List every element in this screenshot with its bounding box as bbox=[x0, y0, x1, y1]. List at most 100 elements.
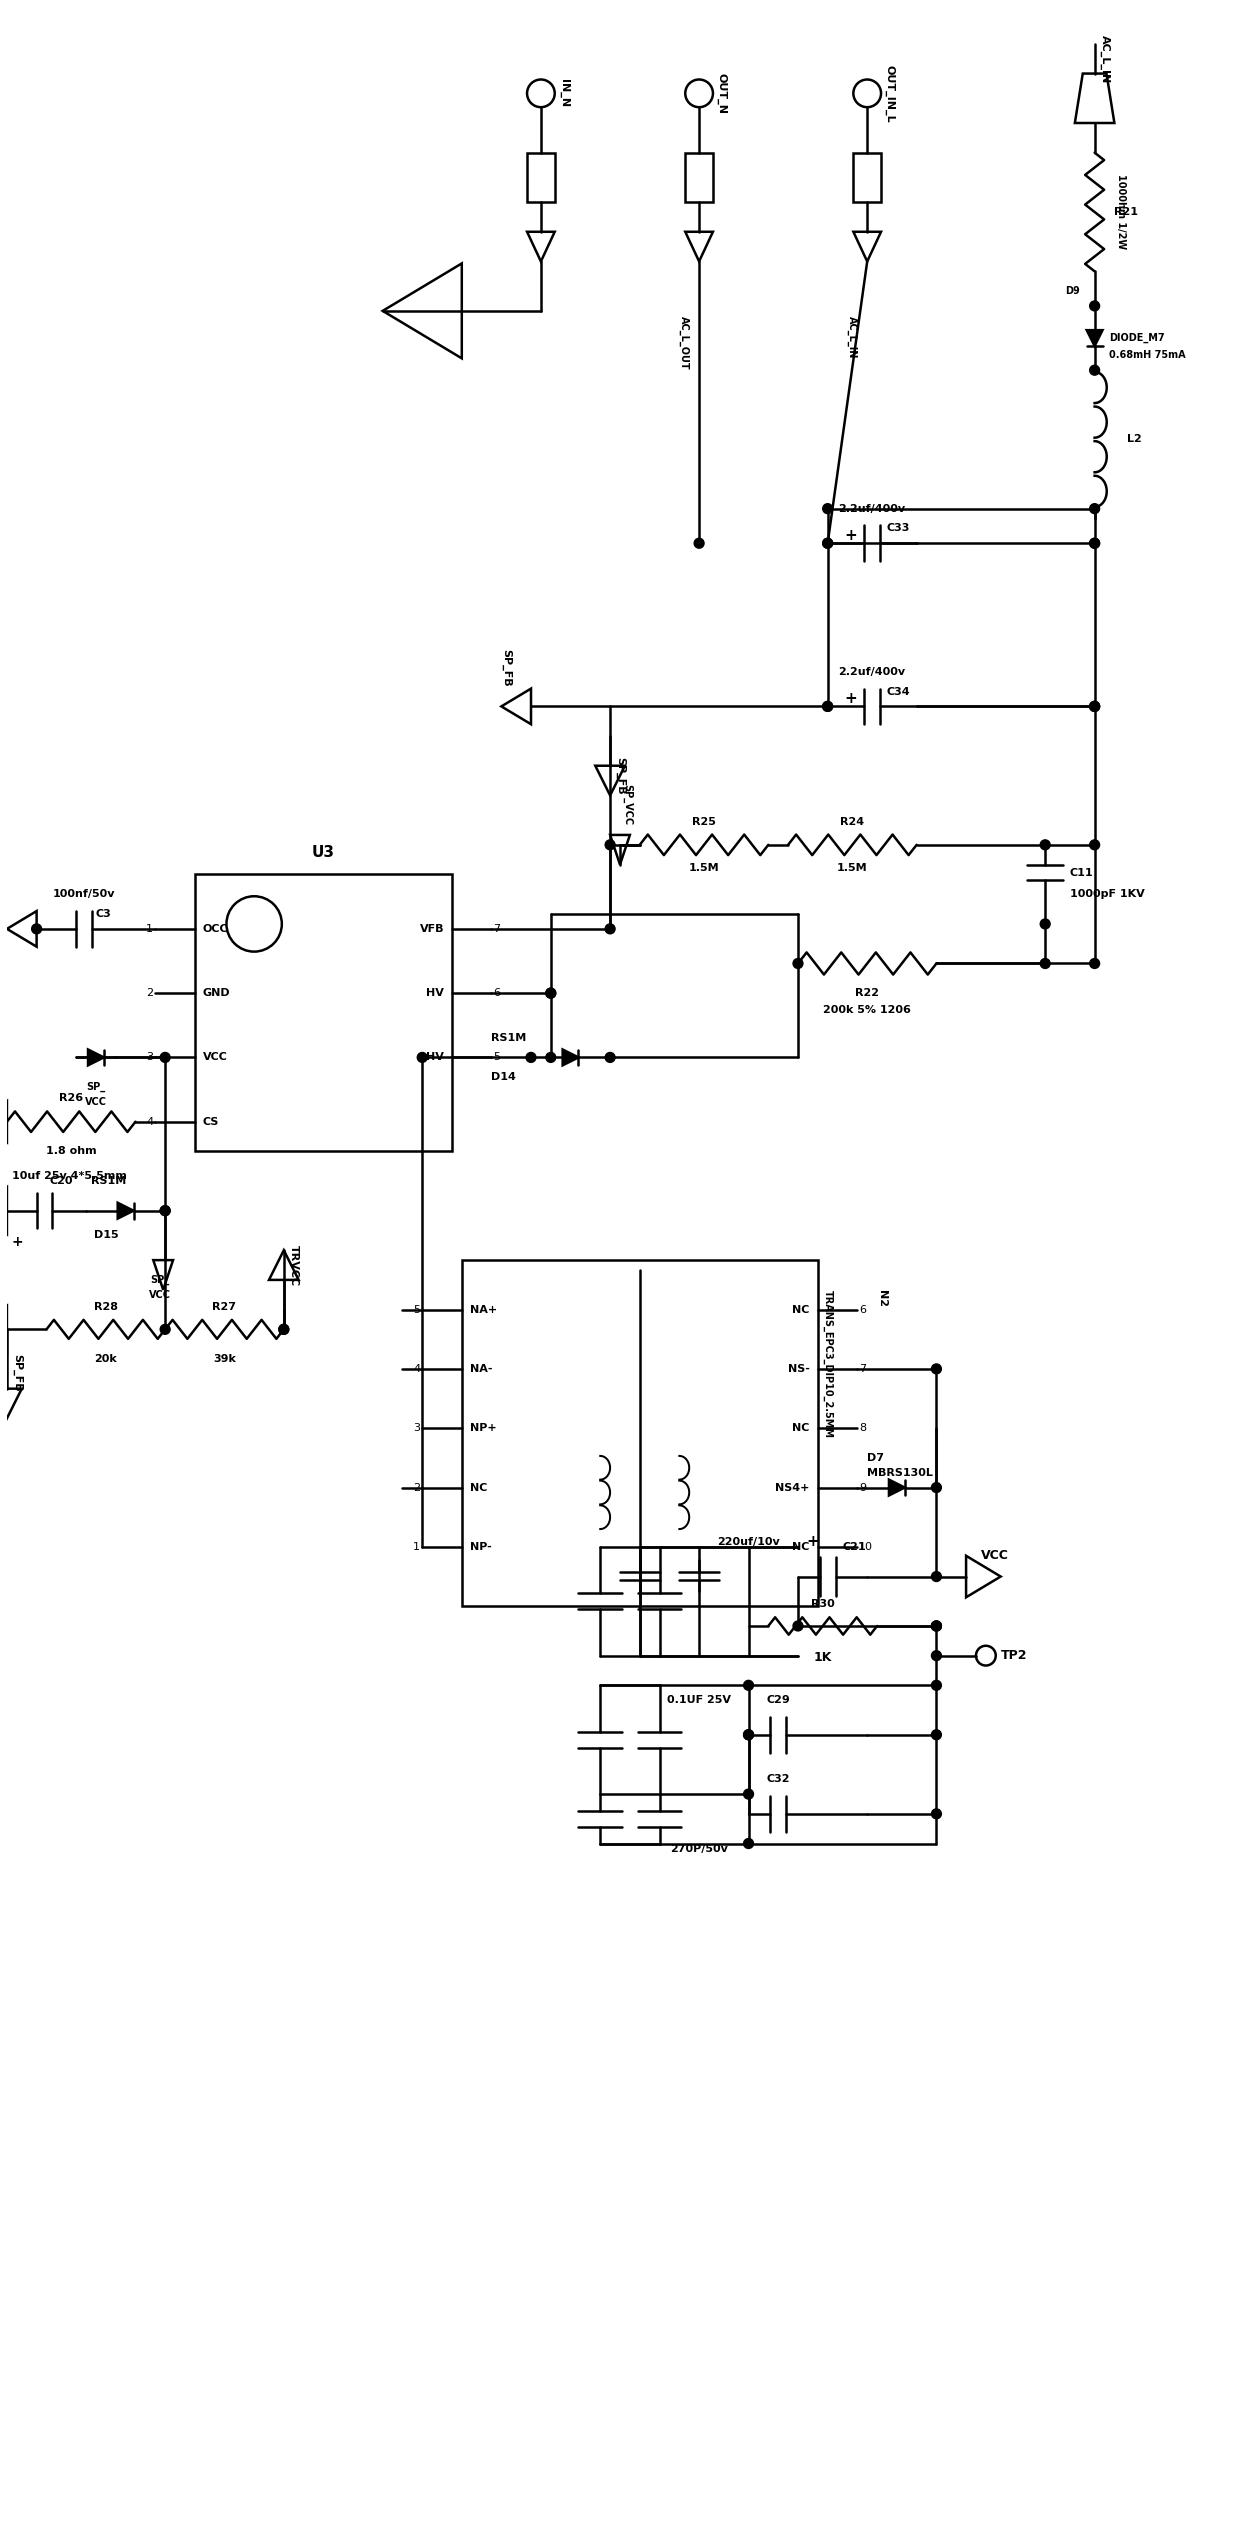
Text: AC_L_IN: AC_L_IN bbox=[1100, 36, 1110, 84]
Polygon shape bbox=[889, 1479, 905, 1495]
Text: NA+: NA+ bbox=[470, 1304, 497, 1314]
Circle shape bbox=[822, 539, 832, 549]
Text: 3: 3 bbox=[413, 1424, 420, 1434]
Text: +: + bbox=[12, 1235, 24, 1251]
Bar bbox=[853, 153, 882, 203]
Text: VCC: VCC bbox=[84, 1098, 107, 1106]
Text: NP+: NP+ bbox=[470, 1424, 496, 1434]
Text: +: + bbox=[844, 691, 857, 707]
Text: 8: 8 bbox=[859, 1424, 867, 1434]
Text: N2: N2 bbox=[877, 1289, 887, 1307]
Polygon shape bbox=[1086, 330, 1102, 346]
Circle shape bbox=[279, 1324, 289, 1335]
Circle shape bbox=[931, 1622, 941, 1632]
Circle shape bbox=[1090, 539, 1100, 549]
Text: C11: C11 bbox=[1070, 867, 1094, 877]
Circle shape bbox=[546, 989, 556, 999]
Text: 0.1UF 25V: 0.1UF 25V bbox=[667, 1696, 732, 1706]
Circle shape bbox=[931, 1622, 941, 1632]
Text: SP_VCC: SP_VCC bbox=[622, 783, 632, 826]
Text: L2: L2 bbox=[1127, 435, 1142, 445]
Text: SP_FB: SP_FB bbox=[615, 758, 625, 796]
Text: D15: D15 bbox=[93, 1230, 118, 1240]
Circle shape bbox=[160, 1205, 170, 1215]
Circle shape bbox=[1090, 958, 1100, 969]
Text: RS1M: RS1M bbox=[91, 1177, 126, 1187]
Text: 1.5M: 1.5M bbox=[688, 864, 719, 872]
Text: R22: R22 bbox=[856, 989, 879, 999]
Circle shape bbox=[279, 1324, 289, 1335]
Circle shape bbox=[931, 1729, 941, 1739]
Text: NC: NC bbox=[470, 1482, 487, 1492]
Text: VCC: VCC bbox=[202, 1052, 228, 1063]
Text: D7: D7 bbox=[867, 1454, 884, 1462]
Text: SP_: SP_ bbox=[150, 1276, 170, 1286]
Circle shape bbox=[526, 1052, 536, 1063]
Circle shape bbox=[794, 958, 804, 969]
Text: 0.68mH 75mA: 0.68mH 75mA bbox=[1110, 351, 1187, 361]
Circle shape bbox=[1090, 839, 1100, 849]
Text: 2.2uf/400v: 2.2uf/400v bbox=[838, 666, 905, 676]
Bar bbox=[461, 1261, 817, 1607]
Text: C21: C21 bbox=[842, 1543, 866, 1551]
Circle shape bbox=[1090, 300, 1100, 310]
Text: TRVCC: TRVCC bbox=[289, 1246, 299, 1286]
Text: 270P/50v: 270P/50v bbox=[670, 1843, 728, 1853]
Text: 6: 6 bbox=[859, 1304, 867, 1314]
Circle shape bbox=[546, 989, 556, 999]
Text: 4: 4 bbox=[413, 1365, 420, 1373]
Text: MBRS130L: MBRS130L bbox=[867, 1467, 932, 1477]
Circle shape bbox=[744, 1729, 754, 1739]
Circle shape bbox=[1040, 958, 1050, 969]
Circle shape bbox=[694, 539, 704, 549]
Text: NS-: NS- bbox=[787, 1365, 810, 1373]
Circle shape bbox=[822, 702, 832, 712]
Text: RS1M: RS1M bbox=[491, 1032, 527, 1042]
Text: 7: 7 bbox=[494, 923, 501, 933]
Text: 20k: 20k bbox=[94, 1355, 118, 1365]
Text: DIODE_M7: DIODE_M7 bbox=[1110, 333, 1166, 343]
Text: 2: 2 bbox=[146, 989, 154, 999]
Text: 9: 9 bbox=[859, 1482, 867, 1492]
Text: D14: D14 bbox=[491, 1073, 516, 1083]
Text: C3: C3 bbox=[95, 910, 112, 920]
Circle shape bbox=[1090, 702, 1100, 712]
Circle shape bbox=[160, 1324, 170, 1335]
Text: 5: 5 bbox=[413, 1304, 420, 1314]
Text: 100nf/50v: 100nf/50v bbox=[53, 890, 115, 900]
Text: 5: 5 bbox=[494, 1052, 501, 1063]
Text: OUT_IN_L: OUT_IN_L bbox=[885, 64, 895, 122]
Text: R21: R21 bbox=[1114, 206, 1138, 216]
Text: C34: C34 bbox=[887, 686, 910, 697]
Text: C33: C33 bbox=[887, 524, 910, 534]
Text: R24: R24 bbox=[841, 816, 864, 826]
Circle shape bbox=[744, 1838, 754, 1848]
Text: 4: 4 bbox=[146, 1116, 154, 1126]
Circle shape bbox=[822, 702, 832, 712]
Circle shape bbox=[931, 1622, 941, 1632]
Text: GND: GND bbox=[202, 989, 231, 999]
Text: 2: 2 bbox=[413, 1482, 420, 1492]
Circle shape bbox=[822, 539, 832, 549]
Text: R30: R30 bbox=[811, 1599, 835, 1609]
Text: NC: NC bbox=[792, 1543, 810, 1551]
Text: HV: HV bbox=[427, 1052, 444, 1063]
Text: +: + bbox=[806, 1533, 820, 1548]
Text: SP_FB: SP_FB bbox=[12, 1355, 22, 1390]
Circle shape bbox=[931, 1571, 941, 1581]
Text: R26: R26 bbox=[60, 1093, 83, 1103]
Bar bbox=[686, 153, 713, 203]
Text: D9: D9 bbox=[1065, 287, 1080, 295]
Text: 39k: 39k bbox=[213, 1355, 236, 1365]
Circle shape bbox=[160, 1205, 170, 1215]
Text: SP_FB: SP_FB bbox=[501, 648, 511, 686]
Polygon shape bbox=[88, 1050, 104, 1065]
Circle shape bbox=[1090, 503, 1100, 513]
Text: 3: 3 bbox=[146, 1052, 154, 1063]
Text: TRANS_EPC3_DIP10_2.5MM: TRANS_EPC3_DIP10_2.5MM bbox=[822, 1289, 833, 1439]
Text: NC: NC bbox=[792, 1304, 810, 1314]
Circle shape bbox=[794, 1622, 804, 1632]
Circle shape bbox=[605, 839, 615, 849]
Circle shape bbox=[931, 1482, 941, 1492]
Text: AC_L_IN: AC_L_IN bbox=[847, 315, 857, 358]
